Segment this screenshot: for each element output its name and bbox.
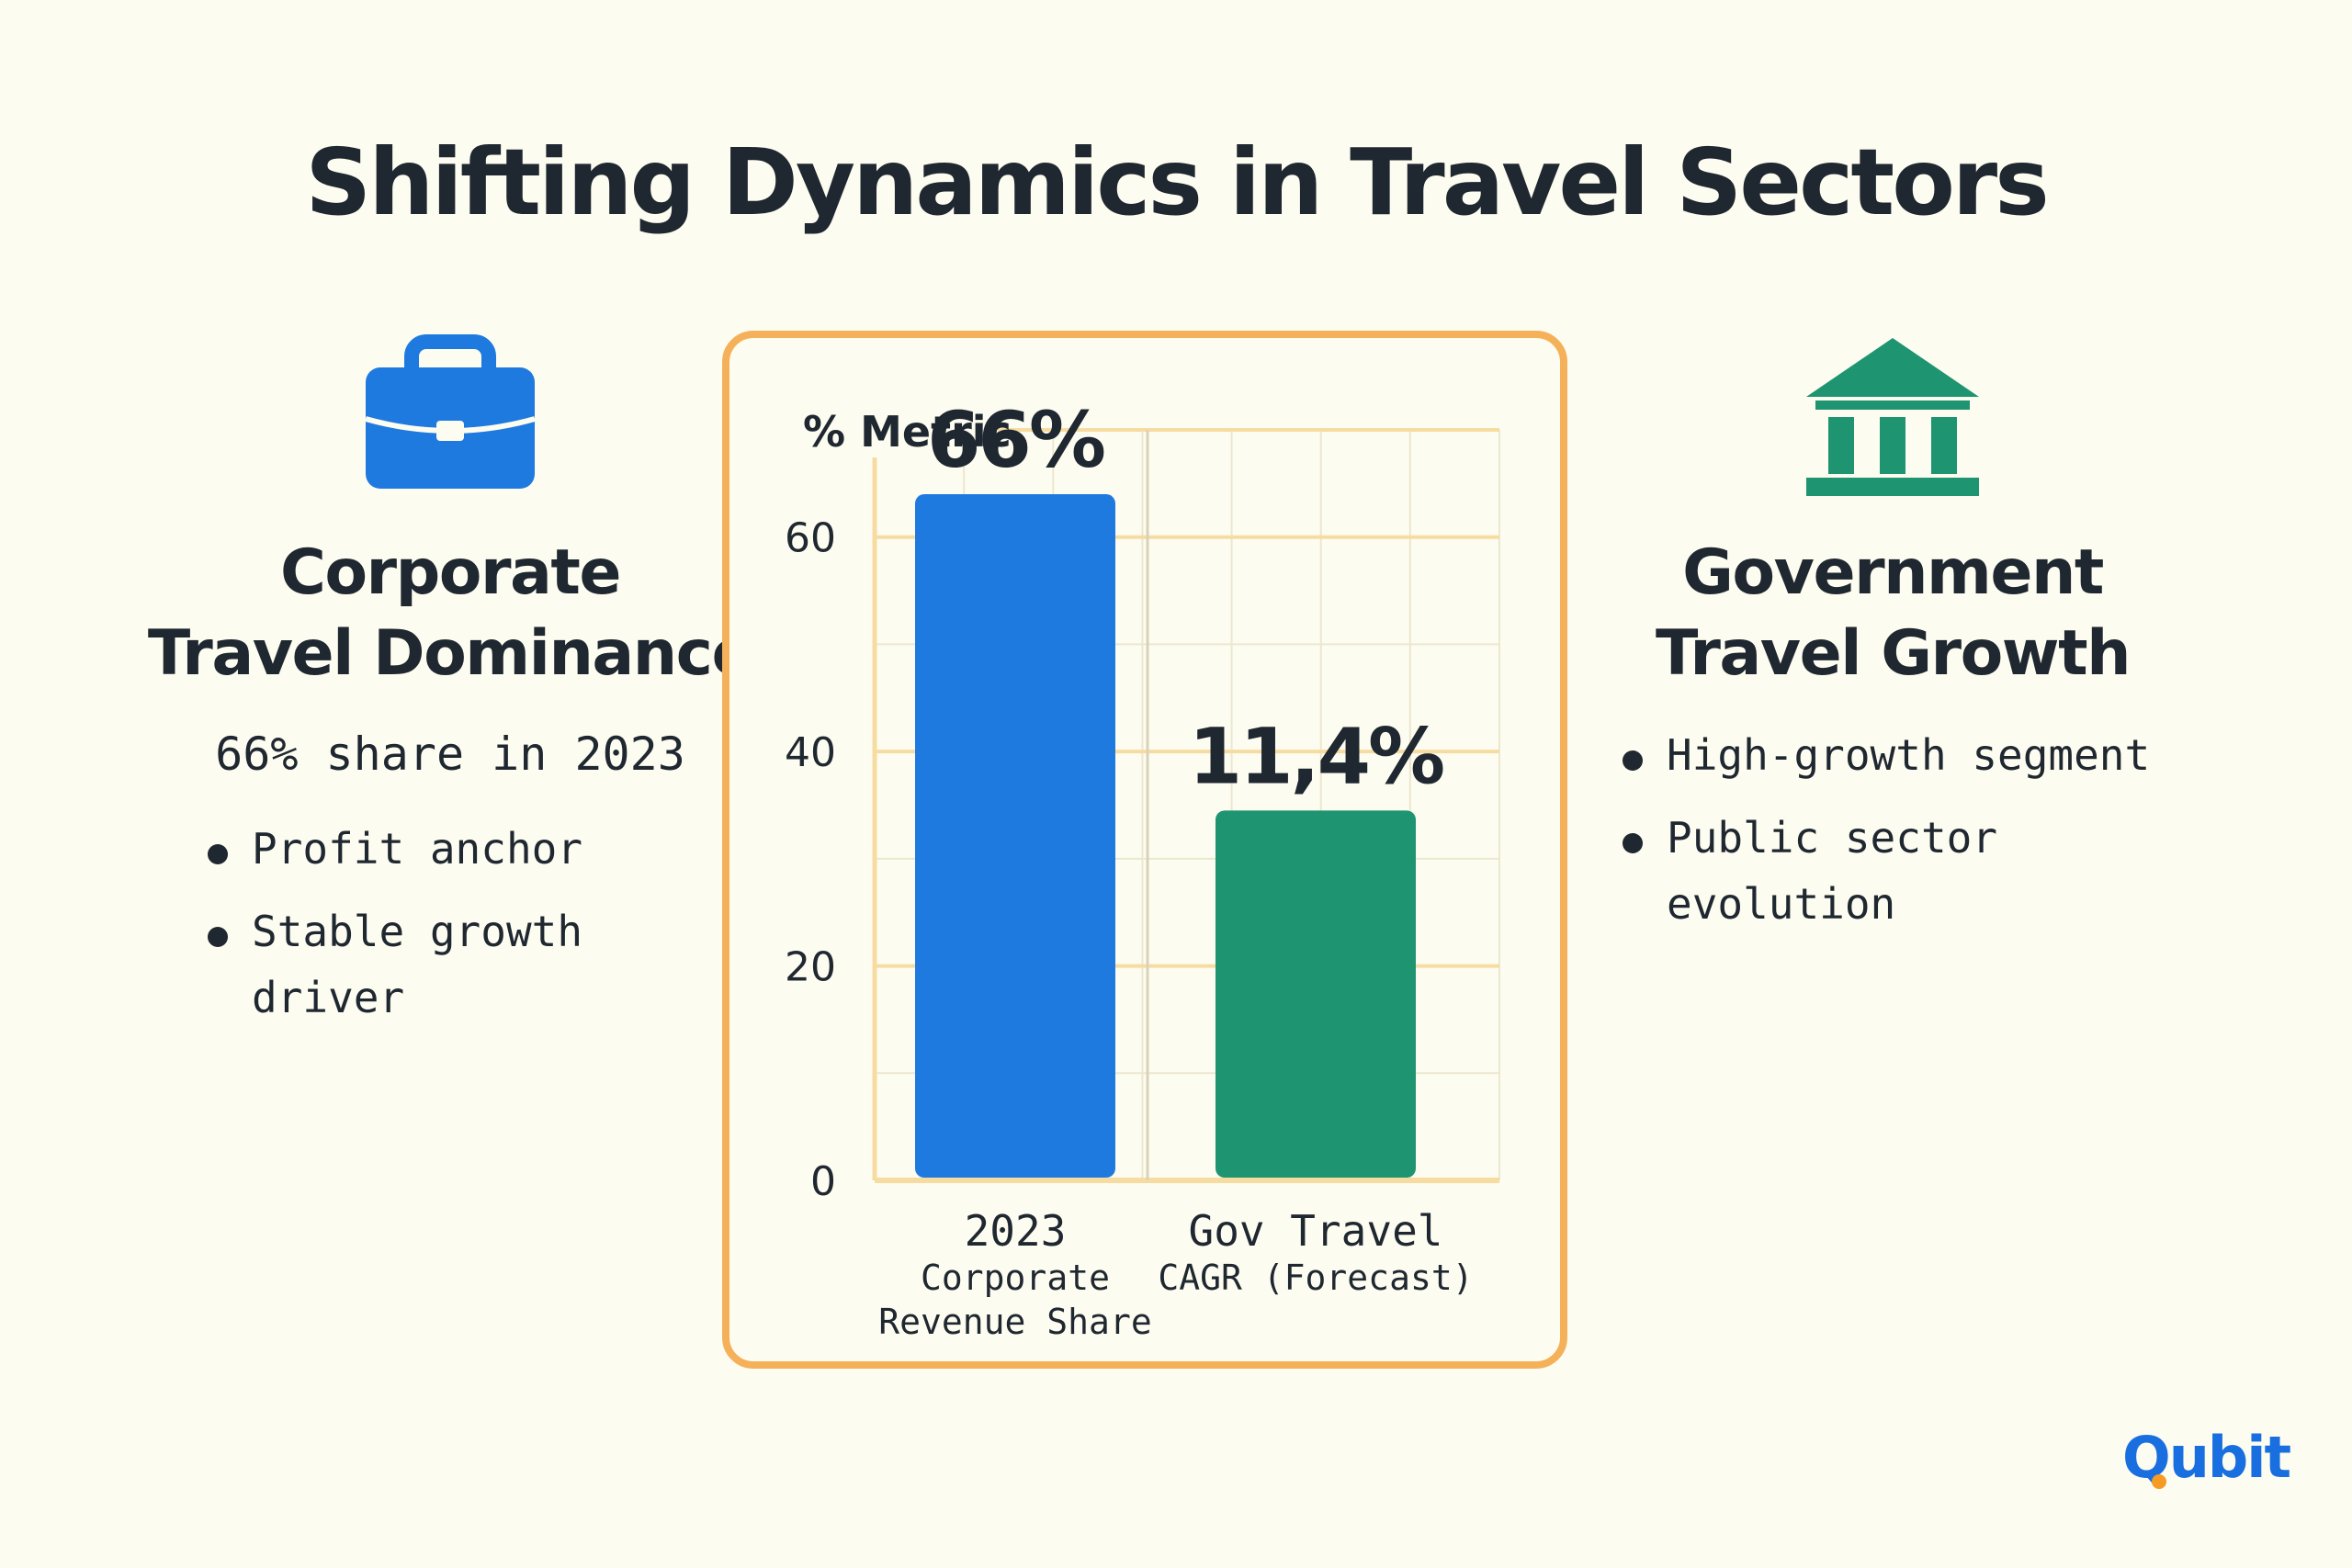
list-item: Stable growth driver	[208, 898, 722, 1031]
x-category-label: Gov Travel	[1189, 1206, 1443, 1256]
x-category-sublabel: Revenue Share	[878, 1302, 1151, 1342]
y-tick-label: 60	[785, 515, 836, 562]
government-travel-panel: Government Travel Growth High-growth seg…	[1562, 331, 2223, 953]
y-tick-label: 0	[810, 1158, 836, 1205]
list-item: High-growth segment	[1623, 722, 2192, 788]
y-tick-label: 40	[785, 729, 836, 776]
corporate-share-stat: 66% share in 2023	[215, 728, 685, 781]
bar-value-label: 11,4%	[1189, 711, 1443, 801]
briefcase-icon	[365, 334, 536, 489]
corporate-heading-line1: Corporate	[279, 536, 622, 609]
corporate-travel-panel: Corporate Travel Dominance 66% share in …	[147, 331, 754, 1047]
list-item: Profit anchor	[208, 816, 722, 882]
corporate-bullet-list: Profit anchor Stable growth driver	[208, 816, 722, 1031]
government-building-icon	[1806, 338, 1979, 496]
x-category-sublabel: CAGR (Forecast)	[1158, 1258, 1473, 1298]
y-axis-label: % Metric	[803, 407, 1012, 457]
chart-card: 0 20 40 60 % Metric 66% 2023 Corporate Revenue S…	[722, 331, 1567, 1369]
page-title: Shifting Dynamics in Travel Sectors	[305, 129, 2050, 236]
corporate-heading-line2: Travel Dominance	[147, 617, 754, 690]
bar-value-label: 66%	[927, 395, 1104, 485]
x-category-sublabel: Corporate	[921, 1258, 1110, 1298]
bar	[915, 494, 1115, 1178]
government-heading-line2: Travel Growth	[1655, 617, 2132, 690]
government-heading: Government Travel Growth	[1562, 533, 2223, 694]
government-heading-line1: Government	[1682, 536, 2104, 609]
logo-dot	[2152, 1474, 2166, 1489]
qubit-logo: Qubit	[2122, 1424, 2291, 1491]
list-item: Public sector evolution	[1623, 805, 2192, 937]
government-bullet-list: High-growth segment Public sector evolut…	[1623, 722, 2192, 937]
x-category-label: 2023	[965, 1206, 1067, 1256]
corporate-heading: Corporate Travel Dominance	[147, 533, 754, 694]
bar	[1216, 810, 1416, 1178]
y-tick-label: 20	[785, 944, 836, 991]
